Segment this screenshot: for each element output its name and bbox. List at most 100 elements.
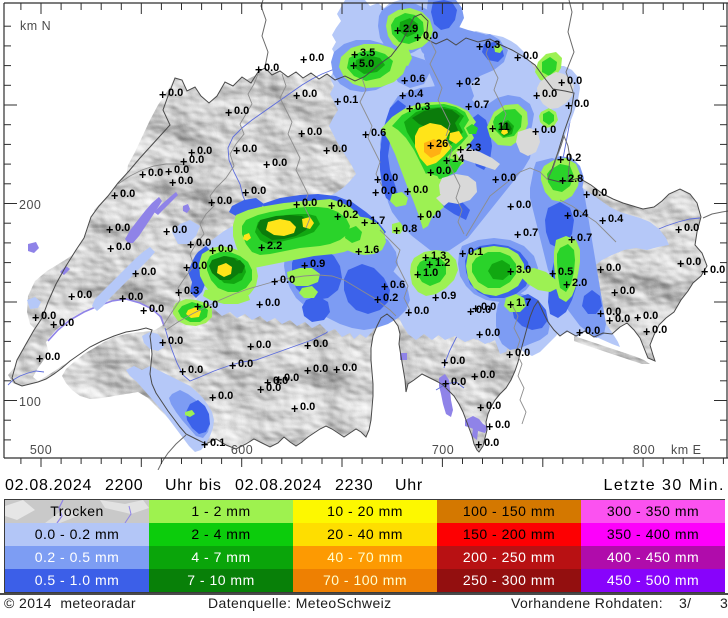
svg-text:0.0: 0.0: [174, 164, 189, 176]
svg-text:+: +: [583, 188, 590, 202]
svg-text:+: +: [293, 198, 300, 212]
svg-text:0.0: 0.0: [342, 362, 357, 374]
svg-text:0.3: 0.3: [184, 285, 199, 297]
svg-text:+: +: [119, 292, 126, 306]
svg-text:0.2: 0.2: [566, 152, 581, 164]
svg-text:+: +: [506, 348, 513, 362]
svg-text:0.0: 0.0: [383, 172, 398, 184]
svg-text:0.1: 0.1: [343, 94, 358, 106]
svg-text:0.0: 0.0: [495, 419, 510, 431]
svg-text:0.0: 0.0: [381, 185, 396, 197]
svg-text:0.6: 0.6: [410, 73, 425, 85]
svg-text:0.0: 0.0: [643, 310, 658, 322]
svg-text:+: +: [472, 302, 479, 316]
svg-text:+: +: [333, 363, 340, 377]
svg-text:+: +: [263, 158, 270, 172]
svg-text:0.0: 0.0: [300, 401, 315, 413]
svg-text:+: +: [106, 223, 113, 237]
svg-text:+: +: [32, 311, 39, 325]
svg-text:100: 100: [19, 395, 41, 409]
svg-text:2.3: 2.3: [466, 142, 481, 154]
svg-text:2.8: 2.8: [568, 173, 583, 185]
svg-text:+: +: [405, 306, 412, 320]
svg-text:0.0: 0.0: [45, 351, 60, 363]
svg-text:800: 800: [633, 443, 655, 457]
svg-text:0.0: 0.0: [273, 375, 288, 387]
svg-text:0.0: 0.0: [203, 299, 218, 311]
svg-text:+: +: [476, 40, 483, 54]
svg-text:0.0: 0.0: [242, 143, 257, 155]
svg-text:+: +: [229, 359, 236, 373]
svg-text:+: +: [643, 325, 650, 339]
svg-text:+: +: [163, 225, 170, 239]
svg-text:+: +: [576, 326, 583, 340]
svg-text:+: +: [293, 89, 300, 103]
svg-text:+: +: [471, 370, 478, 384]
svg-text:0.0: 0.0: [302, 197, 317, 209]
svg-text:0.0: 0.0: [120, 188, 135, 200]
svg-text:0.0: 0.0: [585, 325, 600, 337]
svg-text:0.0: 0.0: [178, 175, 193, 187]
svg-text:+: +: [675, 223, 682, 237]
svg-text:+: +: [183, 261, 190, 275]
svg-text:1.3: 1.3: [431, 250, 446, 262]
svg-text:0.0: 0.0: [414, 305, 429, 317]
svg-text:0.0: 0.0: [172, 224, 187, 236]
svg-text:0.0: 0.0: [77, 289, 92, 301]
svg-text:+: +: [475, 438, 482, 452]
svg-text:0.0: 0.0: [684, 222, 699, 234]
svg-text:+: +: [242, 186, 249, 200]
svg-text:+: +: [677, 257, 684, 271]
svg-text:+: +: [442, 377, 449, 391]
svg-text:0.0: 0.0: [168, 335, 183, 347]
svg-text:+: +: [68, 290, 75, 304]
svg-text:+: +: [355, 245, 362, 259]
svg-text:0.0: 0.0: [501, 172, 516, 184]
svg-text:+: +: [256, 298, 263, 312]
svg-text:km E: km E: [671, 443, 701, 457]
svg-text:+: +: [139, 168, 146, 182]
svg-text:+: +: [209, 391, 216, 405]
svg-text:0.9: 0.9: [310, 258, 325, 270]
svg-text:0.0: 0.0: [515, 347, 530, 359]
svg-text:0.0: 0.0: [302, 88, 317, 100]
svg-text:0.6: 0.6: [390, 279, 405, 291]
svg-text:0.8: 0.8: [402, 223, 417, 235]
svg-text:0.0: 0.0: [574, 98, 589, 110]
svg-text:+: +: [194, 300, 201, 314]
svg-text:+: +: [514, 51, 521, 65]
svg-text:3.0: 3.0: [516, 264, 531, 276]
svg-text:+: +: [50, 318, 57, 332]
svg-text:0.0: 0.0: [265, 297, 280, 309]
svg-text:+: +: [532, 125, 539, 139]
svg-text:+: +: [597, 307, 604, 321]
svg-text:+: +: [427, 166, 434, 180]
svg-text:+: +: [568, 233, 575, 247]
svg-text:+: +: [159, 336, 166, 350]
svg-text:+: +: [169, 176, 176, 190]
svg-text:0.0: 0.0: [313, 338, 328, 350]
svg-text:0.0: 0.0: [218, 390, 233, 402]
svg-text:0.0: 0.0: [542, 88, 557, 100]
svg-text:+: +: [298, 127, 305, 141]
svg-text:0.0: 0.0: [309, 52, 324, 64]
svg-text:+: +: [476, 328, 483, 342]
svg-text:+: +: [432, 291, 439, 305]
svg-text:+: +: [334, 210, 341, 224]
svg-text:0.1: 0.1: [468, 246, 483, 258]
svg-text:+: +: [165, 165, 172, 179]
svg-text:0.0: 0.0: [116, 241, 131, 253]
svg-text:+: +: [465, 100, 472, 114]
svg-text:0.0: 0.0: [615, 313, 630, 325]
svg-text:0.7: 0.7: [577, 232, 592, 244]
svg-text:600: 600: [231, 443, 253, 457]
svg-text:+: +: [557, 153, 564, 167]
svg-text:0.0: 0.0: [652, 324, 667, 336]
svg-text:0.0: 0.0: [485, 327, 500, 339]
svg-text:+: +: [255, 63, 262, 77]
svg-text:+: +: [611, 286, 618, 300]
svg-text:km N: km N: [20, 19, 51, 33]
svg-text:0.0: 0.0: [567, 75, 582, 87]
svg-text:+: +: [565, 99, 572, 113]
svg-text:+: +: [422, 251, 429, 265]
